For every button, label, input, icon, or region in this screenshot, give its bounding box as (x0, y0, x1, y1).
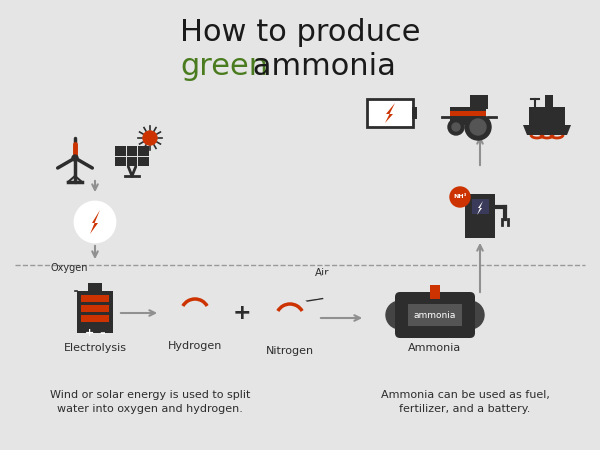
Text: Ammonia can be used as fuel,
fertilizer, and a battery.: Ammonia can be used as fuel, fertilizer,… (380, 390, 550, 414)
FancyBboxPatch shape (545, 95, 553, 109)
Text: +: + (85, 328, 95, 338)
Text: Hydrogen: Hydrogen (168, 341, 222, 351)
Polygon shape (385, 103, 395, 123)
Text: ammonia: ammonia (414, 310, 456, 320)
Text: Nitrogen: Nitrogen (266, 346, 314, 356)
Circle shape (452, 123, 460, 131)
FancyBboxPatch shape (529, 107, 565, 127)
FancyBboxPatch shape (81, 305, 109, 312)
Circle shape (308, 282, 324, 298)
Polygon shape (477, 201, 483, 215)
FancyBboxPatch shape (430, 285, 440, 299)
Circle shape (75, 202, 115, 242)
Text: Oxygen: Oxygen (50, 263, 88, 273)
Text: Wind or solar energy is used to split
water into oxygen and hydrogen.: Wind or solar energy is used to split wa… (50, 390, 250, 414)
Text: ammonia: ammonia (243, 52, 396, 81)
Circle shape (64, 278, 78, 292)
FancyBboxPatch shape (450, 107, 486, 125)
Text: Air: Air (315, 268, 329, 278)
Polygon shape (90, 210, 100, 234)
Circle shape (72, 155, 78, 161)
FancyBboxPatch shape (470, 95, 488, 109)
Circle shape (465, 114, 491, 140)
Circle shape (386, 301, 414, 329)
Text: Ammonia: Ammonia (409, 343, 461, 353)
FancyBboxPatch shape (115, 146, 149, 166)
Text: How to produce: How to produce (180, 18, 420, 47)
Circle shape (450, 187, 470, 207)
FancyBboxPatch shape (88, 283, 102, 291)
Text: +: + (233, 303, 251, 323)
FancyBboxPatch shape (81, 295, 109, 302)
Circle shape (456, 301, 484, 329)
Circle shape (268, 296, 312, 340)
FancyBboxPatch shape (412, 107, 417, 119)
FancyBboxPatch shape (465, 194, 495, 238)
FancyBboxPatch shape (81, 315, 109, 322)
Circle shape (470, 119, 486, 135)
Circle shape (330, 281, 346, 297)
FancyBboxPatch shape (408, 304, 462, 326)
Circle shape (173, 291, 217, 335)
FancyBboxPatch shape (367, 99, 413, 127)
Text: -: - (99, 326, 105, 340)
Text: Electrolysis: Electrolysis (64, 343, 127, 353)
FancyBboxPatch shape (77, 291, 113, 333)
Text: green: green (180, 52, 268, 81)
Text: NH³: NH³ (454, 194, 467, 199)
Circle shape (316, 275, 336, 295)
Circle shape (143, 131, 157, 145)
FancyBboxPatch shape (450, 111, 486, 116)
Circle shape (448, 119, 464, 135)
FancyBboxPatch shape (395, 292, 475, 338)
Polygon shape (523, 125, 571, 135)
FancyBboxPatch shape (472, 198, 488, 213)
Circle shape (323, 288, 337, 302)
